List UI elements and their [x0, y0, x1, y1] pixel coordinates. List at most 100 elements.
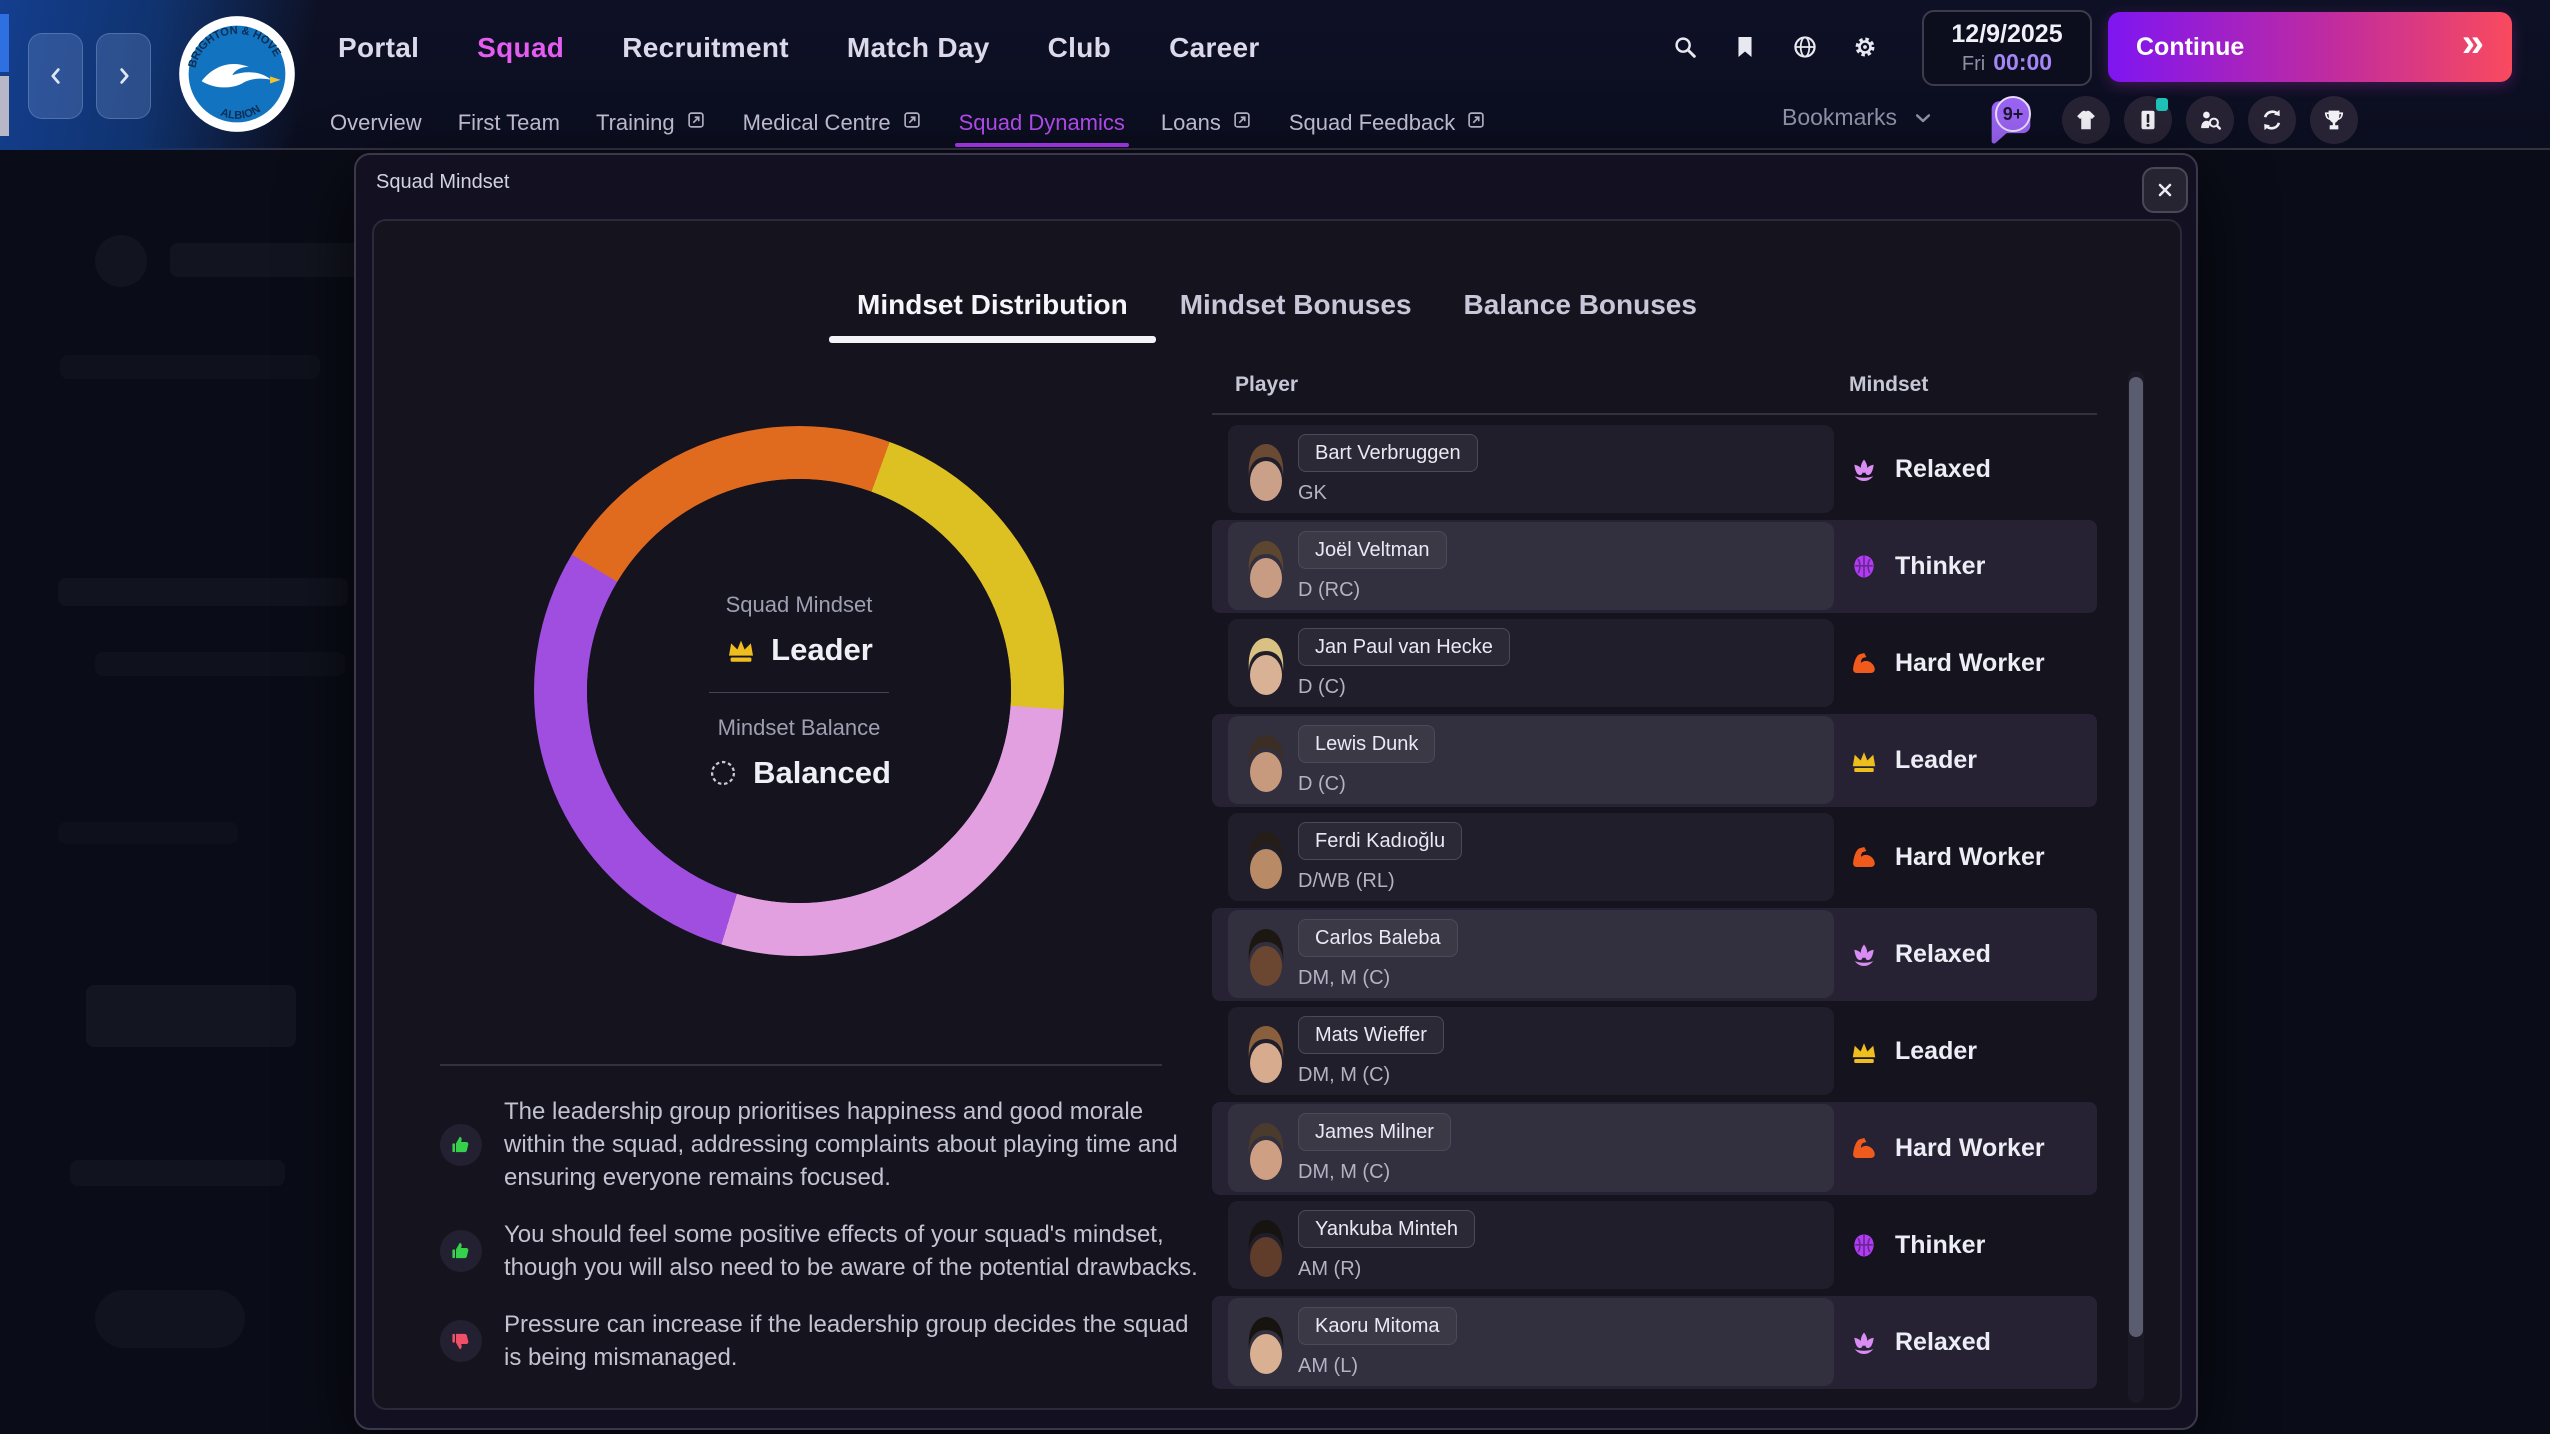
table-row[interactable]: Lewis Dunk D (C) Leader: [1212, 712, 2097, 809]
squad-mindset-label: Squad Mindset: [725, 591, 873, 617]
messages-button[interactable]: 9+: [1982, 94, 2040, 146]
bookmark-icon[interactable]: [1728, 30, 1762, 64]
mindset-label: Leader: [1895, 1037, 1977, 1065]
backdrop-ghost: [95, 1290, 245, 1348]
table-row[interactable]: Kaoru Mitoma AM (L) Relaxed: [1212, 1294, 2097, 1391]
secondary-nav-item-loans[interactable]: Loans: [1161, 109, 1253, 137]
leader-icon: [1849, 746, 1879, 776]
secondary-nav-item-training[interactable]: Training: [596, 109, 707, 137]
edge-marker-gray: [0, 76, 9, 136]
secondary-nav-item-squad-dynamics[interactable]: Squad Dynamics: [954, 110, 1130, 147]
player-name-pill: James Milner: [1298, 1113, 1451, 1151]
time-value: 00:00: [1993, 48, 2053, 75]
secondary-nav-item-medical-centre[interactable]: Medical Centre: [743, 109, 923, 137]
kit-icon: [2073, 107, 2099, 133]
primary-nav-item-recruitment[interactable]: Recruitment: [622, 32, 789, 63]
tab-mindset-bonuses[interactable]: Mindset Bonuses: [1179, 289, 1412, 320]
mindset-label: Relaxed: [1895, 455, 1991, 483]
sync-button[interactable]: [2248, 96, 2296, 144]
double-chevron-icon: »: [2461, 21, 2484, 65]
scrollbar-thumb[interactable]: [2129, 377, 2143, 1337]
player-card[interactable]: Ferdi Kadıoğlu D/WB (RL): [1228, 813, 1834, 901]
player-name: Joël Veltman: [1315, 538, 1430, 561]
mindset-balance-label: Mindset Balance: [717, 714, 881, 740]
primary-nav-item-squad[interactable]: Squad: [477, 32, 565, 63]
close-button[interactable]: [2142, 167, 2188, 213]
mindset-label: Thinker: [1895, 1231, 1986, 1259]
player-card[interactable]: Carlos Baleba DM, M (C): [1228, 910, 1834, 998]
table-row[interactable]: Jan Paul van Hecke D (C) Hard Worker: [1212, 615, 2097, 712]
inbox-button[interactable]: [2124, 96, 2172, 144]
player-name-pill: Kaoru Mitoma: [1298, 1307, 1457, 1345]
column-header-mindset: Mindset: [1849, 373, 1929, 396]
bookmarks-label: Bookmarks: [1782, 104, 1898, 130]
backdrop-ghost: [60, 355, 320, 379]
table-row[interactable]: Carlos Baleba DM, M (C) Relaxed: [1212, 906, 2097, 1003]
secondary-nav-item-squad-feedback[interactable]: Squad Feedback: [1289, 109, 1487, 137]
player-card[interactable]: Yankuba Minteh AM (R): [1228, 1201, 1834, 1289]
hard-worker-icon: [1849, 649, 1879, 679]
player-name-pill: Ferdi Kadıoğlu: [1298, 822, 1463, 860]
mindset-summary: The leadership group prioritises happine…: [440, 1095, 1210, 1374]
player-position: DM, M (C): [1298, 967, 1391, 989]
player-avatar: [1248, 1220, 1284, 1277]
player-name-pill: Jan Paul van Hecke: [1298, 628, 1510, 666]
scouting-button[interactable]: [2186, 96, 2234, 144]
player-name-pill: Joël Veltman: [1298, 531, 1447, 569]
table-row[interactable]: Yankuba Minteh AM (R) Thinker: [1212, 1197, 2097, 1294]
squad-mindset-value: Leader: [771, 631, 873, 667]
table-scrollbar[interactable]: [2128, 371, 2144, 1403]
secondary-nav-item-first-team[interactable]: First Team: [458, 110, 560, 136]
chevron-down-icon: [1913, 108, 1933, 128]
player-name: Mats Wieffer: [1315, 1023, 1427, 1046]
primary-nav-item-club[interactable]: Club: [1047, 32, 1112, 63]
player-avatar: [1248, 929, 1284, 986]
player-position: DM, M (C): [1298, 1161, 1391, 1183]
player-card[interactable]: Jan Paul van Hecke D (C): [1228, 619, 1834, 707]
date-day-time: Fri 00:00: [1962, 49, 2052, 76]
player-card[interactable]: Joël Veltman D (RC): [1228, 522, 1834, 610]
player-name-pill: Mats Wieffer: [1298, 1016, 1444, 1054]
forward-button[interactable]: [96, 33, 151, 119]
back-button[interactable]: [28, 33, 83, 119]
player-name-pill: Bart Verbruggen: [1298, 434, 1478, 472]
table-row[interactable]: Mats Wieffer DM, M (C) Leader: [1212, 1003, 2097, 1100]
trophy-button[interactable]: [2310, 96, 2358, 144]
player-card[interactable]: Kaoru Mitoma AM (L): [1228, 1298, 1834, 1386]
mindset-cell: Relaxed: [1849, 906, 1991, 1003]
secondary-nav-item-overview[interactable]: Overview: [330, 110, 422, 136]
secondary-nav-label: Overview: [330, 110, 422, 135]
player-card[interactable]: Mats Wieffer DM, M (C): [1228, 1007, 1834, 1095]
player-position: D (C): [1298, 773, 1346, 795]
table-row[interactable]: Bart Verbruggen GK Relaxed: [1212, 421, 2097, 518]
globe-icon[interactable]: [1788, 30, 1822, 64]
club-crest[interactable]: BRIGHTON & HOVE ALBION: [178, 15, 296, 133]
bookmarks-dropdown[interactable]: Bookmarks: [1782, 104, 1933, 131]
secondary-nav-label: Loans: [1160, 110, 1221, 135]
primary-nav-item-match-day[interactable]: Match Day: [846, 32, 990, 63]
kit-button[interactable]: [2062, 96, 2110, 144]
table-row[interactable]: Joël Veltman D (RC) Thinker: [1212, 518, 2097, 615]
thinker-icon: [1849, 1231, 1879, 1261]
player-card[interactable]: Bart Verbruggen GK: [1228, 425, 1834, 513]
secondary-nav-label: Squad Dynamics: [958, 110, 1125, 135]
primary-nav-item-portal[interactable]: Portal: [338, 32, 420, 63]
thumb-up-icon: [440, 1123, 482, 1166]
mindset-cell: Leader: [1849, 712, 1977, 809]
tab-mindset-distribution[interactable]: Mindset Distribution: [829, 285, 1156, 343]
mindset-label: Thinker: [1895, 552, 1986, 580]
search-icon[interactable]: [1668, 30, 1702, 64]
tab-balance-bonuses[interactable]: Balance Bonuses: [1463, 289, 1697, 320]
player-position: D/WB (RL): [1298, 870, 1395, 892]
settings-gear-icon[interactable]: [1848, 30, 1882, 64]
player-card[interactable]: Lewis Dunk D (C): [1228, 716, 1834, 804]
summary-text: The leadership group prioritises happine…: [504, 1098, 1178, 1191]
table-row[interactable]: Ferdi Kadıoğlu D/WB (RL) Hard Worker: [1212, 809, 2097, 906]
continue-button[interactable]: Continue »: [2108, 12, 2512, 82]
table-row[interactable]: James Milner DM, M (C) Hard Worker: [1212, 1100, 2097, 1197]
player-card[interactable]: James Milner DM, M (C): [1228, 1104, 1834, 1192]
player-name: Carlos Baleba: [1315, 926, 1441, 949]
player-avatar: [1248, 541, 1284, 598]
mindset-balance-value: Balanced: [753, 754, 891, 790]
primary-nav-item-career[interactable]: Career: [1169, 32, 1260, 63]
